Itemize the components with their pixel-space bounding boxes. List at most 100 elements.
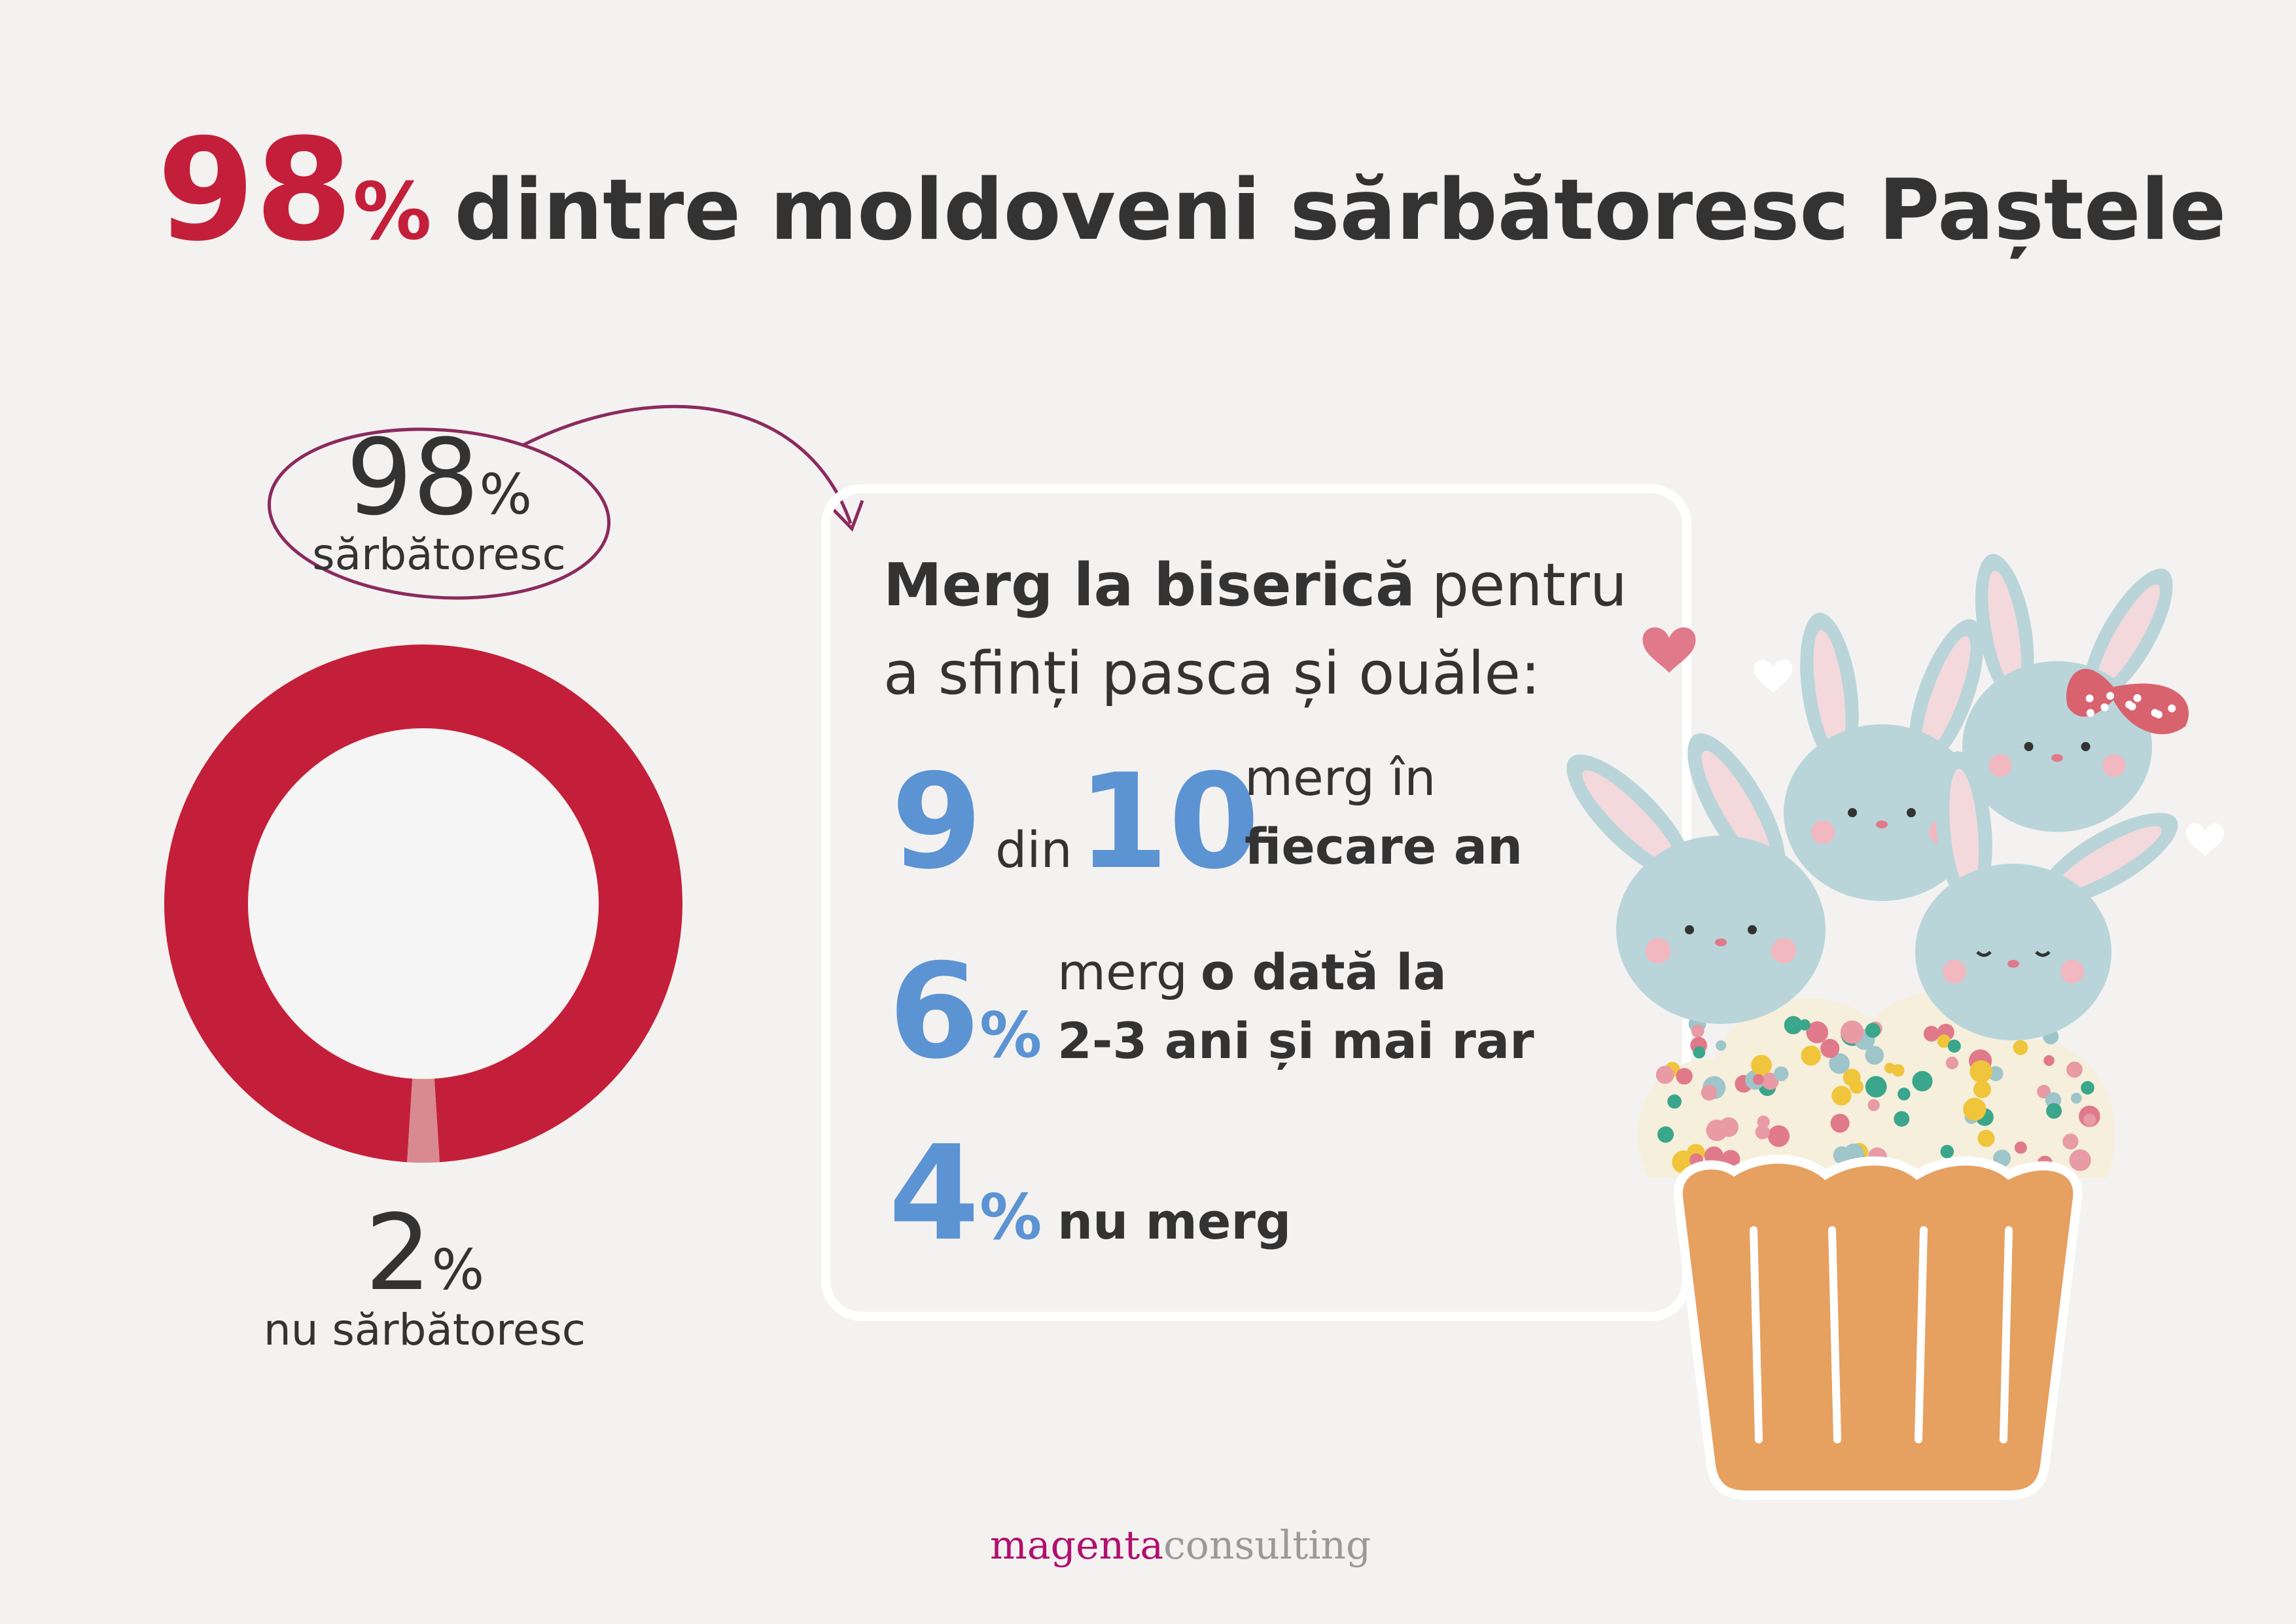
bunny-nose — [2007, 960, 2019, 968]
bunny-ear-inner — [1988, 571, 2022, 687]
sprinkle — [1829, 1053, 1850, 1074]
sprinkle — [1865, 1046, 1884, 1065]
text-bold: o dată la — [1201, 943, 1447, 1001]
bunny-ear-inner — [2096, 584, 2161, 687]
bunny-ear-inner — [1701, 750, 1772, 864]
sprinkle — [1867, 1099, 1880, 1112]
title-value: 98 — [157, 108, 353, 272]
sprinkle — [2037, 1084, 2051, 1099]
stat-connector: din — [995, 821, 1072, 879]
case-line — [2000, 1226, 2013, 1443]
stat-unit: % — [980, 1182, 1042, 1254]
bunny-cheek — [2102, 754, 2126, 777]
sprinkle — [1655, 1065, 1674, 1084]
stat-text-bold: 2-3 ani și mai rar — [1057, 1012, 1534, 1070]
arrow — [522, 404, 853, 524]
value: 98 — [346, 416, 480, 538]
heart — [2185, 823, 2225, 856]
stat: 4% — [889, 1118, 1042, 1270]
bunny-cheek — [1771, 938, 1797, 964]
bunny-cheek — [1988, 754, 2012, 777]
bunny — [1566, 733, 1826, 1024]
stat-value: 4 — [889, 1118, 980, 1270]
sprinkle — [1693, 1046, 1706, 1059]
case-line — [1915, 1226, 1928, 1443]
bunny-head — [1784, 724, 1980, 901]
bow-dot — [2085, 694, 2094, 703]
sprinkle — [1947, 1039, 1961, 1053]
bunny-eye — [1685, 925, 1694, 934]
sprinkle — [2083, 1113, 2096, 1127]
bow-dot — [2133, 694, 2142, 702]
title-text: dintre moldoveni sărbătoresc Paștele — [454, 162, 2226, 259]
footer-brand: magentaconsulting — [990, 1523, 1371, 1568]
stat: 6% — [889, 936, 1042, 1088]
sprinkle — [1894, 1111, 1910, 1127]
sprinkle — [1884, 1063, 1896, 1074]
unit: % — [479, 463, 532, 527]
arrow-head — [830, 500, 864, 532]
sprinkle — [1784, 1015, 1803, 1034]
unit: % — [432, 1238, 485, 1303]
sprinkle — [1667, 1094, 1682, 1109]
bunny-cheek — [2060, 960, 2084, 983]
sprinkle — [1865, 1076, 1887, 1098]
sprinkle — [1761, 1072, 1779, 1090]
sprinkle — [1865, 1023, 1881, 1038]
sprinkle — [1843, 1068, 1861, 1087]
bunny-nose — [1715, 938, 1727, 947]
sprinkle — [2070, 1092, 2082, 1104]
sprinkle — [2062, 1133, 2079, 1150]
heading-text: pentru — [1432, 551, 1627, 620]
sprinkle — [1806, 1021, 1829, 1044]
stat-value: 6 — [889, 936, 980, 1088]
sprinkle — [1912, 1070, 1933, 1091]
heading-bold: Merg la biserică — [883, 551, 1415, 620]
bunny-ear-inner — [1949, 769, 1979, 891]
sprinkle — [1898, 1087, 1911, 1101]
bow-dot — [2100, 703, 2109, 711]
bow-dot — [2154, 711, 2163, 719]
sprinkle — [2014, 1141, 2027, 1154]
sprinkle — [2081, 1081, 2094, 1095]
text: merg — [1057, 943, 1188, 1001]
stat-text-bold: nu merg — [1057, 1192, 1291, 1250]
donut-label-main: 98% — [346, 416, 532, 538]
sprinkle — [1833, 1146, 1851, 1165]
sprinkle — [1676, 1068, 1693, 1085]
stat-unit: % — [980, 1000, 1042, 1072]
bunny-cheek — [1811, 821, 1835, 844]
category-label: nu sărbătoresc — [264, 1305, 586, 1355]
sprinkle — [2013, 1040, 2028, 1055]
bunny-ear-inner — [1921, 636, 1971, 751]
title-unit: % — [353, 167, 431, 258]
bunny-eye — [1976, 951, 1992, 957]
sprinkle — [1923, 1025, 1939, 1042]
sprinkle — [1799, 1019, 1810, 1031]
donut-segment — [407, 1078, 440, 1163]
donut-segment — [164, 644, 682, 1163]
sprinkle — [1801, 1045, 1822, 1066]
highlight-ellipse — [267, 427, 611, 600]
bunny-eye — [1907, 808, 1916, 817]
bunny-head — [1915, 864, 2111, 1040]
bow-dot — [2106, 692, 2115, 700]
sprinkle — [1701, 1084, 1718, 1101]
bunny — [1784, 612, 1984, 901]
sprinkle — [1830, 1114, 1850, 1133]
bunny — [1962, 554, 2173, 832]
illustration — [1566, 554, 2225, 1500]
sprinkle — [1753, 1074, 1764, 1086]
value: 2 — [365, 1192, 432, 1314]
heart — [1754, 660, 1793, 692]
sprinkle — [2043, 1055, 2055, 1067]
brand: magenta — [990, 1523, 1163, 1568]
bunny-eye — [1848, 808, 1857, 817]
bunny-cheek — [1943, 960, 1966, 983]
sprinkle — [1840, 1020, 1864, 1044]
bow-dot — [2168, 704, 2176, 713]
sprinkle — [2066, 1061, 2083, 1078]
sprinkle — [2046, 1103, 2062, 1119]
